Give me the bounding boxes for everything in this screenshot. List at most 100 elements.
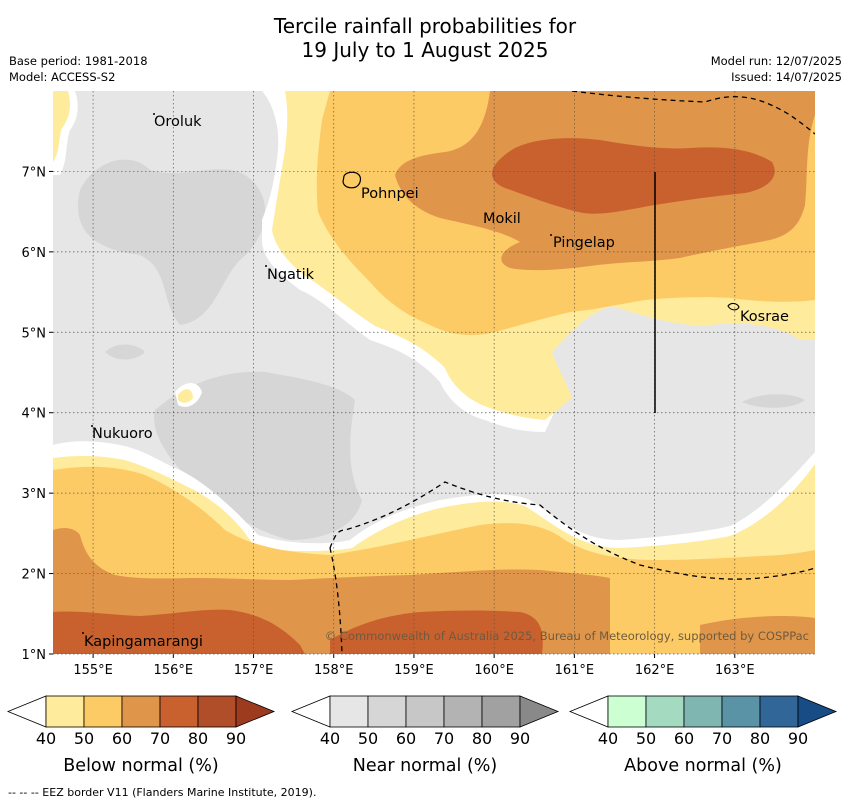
legend-above-normal: 40 50 60 70 80 90 Above normal (%) xyxy=(568,695,838,776)
legend-tick-label: 80 xyxy=(188,729,208,748)
legend-near-normal: 40 50 60 70 80 90 Near normal (%) xyxy=(290,695,560,776)
below-normal-80-patch-south xyxy=(330,610,543,654)
legend-swatch xyxy=(721,695,761,728)
legend-tick-label: 50 xyxy=(636,729,656,748)
eez-border-southwest xyxy=(329,547,343,654)
near-normal-60-patch-central xyxy=(154,371,362,540)
eez-borders xyxy=(329,91,815,654)
legend-tick-label: 50 xyxy=(358,729,378,748)
legend-swatch xyxy=(367,695,407,728)
lon-tick-label: 159°E xyxy=(394,663,434,678)
lon-tick-label: 155°E xyxy=(73,663,113,678)
legend-title: Near normal (%) xyxy=(353,756,498,776)
legend-tick-label: 50 xyxy=(74,729,94,748)
legend-swatch xyxy=(759,695,799,728)
ngatik-marker xyxy=(265,265,267,267)
latitude-tick-labels: 1°N 2°N 3°N 4°N 5°N 6°N 7°N xyxy=(22,165,47,663)
legend-extend-low xyxy=(6,695,47,728)
legend-swatch xyxy=(443,695,483,728)
chart-title-line2: 19 July to 1 August 2025 xyxy=(301,38,549,62)
lat-tick-label: 3°N xyxy=(22,487,47,502)
legend-tick-label: 90 xyxy=(788,729,808,748)
pohnpei-island xyxy=(342,171,362,189)
copyright-notice: © Commonwealth of Australia 2025, Bureau… xyxy=(325,629,809,643)
legend-tick-label: 40 xyxy=(598,729,618,748)
legend-below-normal: 40 50 60 70 80 90 Below normal (%) xyxy=(6,695,276,776)
place-label-pohnpei: Pohnpei xyxy=(361,186,419,202)
lon-tick-label: 162°E xyxy=(635,663,675,678)
lon-tick-label: 156°E xyxy=(154,663,194,678)
place-label-pingelap: Pingelap xyxy=(553,235,615,251)
legend-swatch xyxy=(121,695,161,728)
legend-swatch xyxy=(607,695,647,728)
kapingamarangi-marker xyxy=(82,632,84,634)
legend-swatch xyxy=(197,695,237,728)
legend-extend-high xyxy=(519,695,560,728)
lat-tick-label: 5°N xyxy=(22,326,47,341)
legend-swatch xyxy=(45,695,85,728)
below-normal-70-patch-southeast xyxy=(700,616,815,654)
model-name: Model: ACCESS-S2 xyxy=(9,70,116,84)
legend-swatch xyxy=(159,695,199,728)
below-normal-50-small-blob xyxy=(178,389,193,403)
eez-footnote: -- -- -- EEZ border V11 (Flanders Marine… xyxy=(8,786,317,799)
legend-tick-label: 70 xyxy=(434,729,454,748)
near-normal-60-patch-small xyxy=(105,344,145,360)
legend-tick-label: 60 xyxy=(396,729,416,748)
legend-swatch xyxy=(405,695,445,728)
legend-swatch xyxy=(481,695,521,728)
place-label-oroluk: Oroluk xyxy=(154,114,202,130)
legend-swatch xyxy=(645,695,685,728)
legend-swatch xyxy=(83,695,123,728)
place-label-nukuoro: Nukuoro xyxy=(92,426,153,442)
legend-tick-label: 70 xyxy=(712,729,732,748)
legend-tick-label: 90 xyxy=(226,729,246,748)
lat-tick-label: 6°N xyxy=(22,246,47,261)
place-label-kosrae: Kosrae xyxy=(740,309,789,325)
place-label-kapingamarangi: Kapingamarangi xyxy=(84,634,203,650)
chart-title-line1: Tercile rainfall probabilities for xyxy=(273,14,577,38)
place-label-ngatik: Ngatik xyxy=(267,267,315,283)
kosrae-island xyxy=(727,302,740,311)
below-normal-80-patch-southwest xyxy=(53,609,305,654)
lat-tick-label: 4°N xyxy=(22,407,47,422)
legend-extend-low xyxy=(568,695,609,728)
legend-extend-high xyxy=(235,695,276,728)
near-normal-60-patch-east xyxy=(742,394,805,408)
legend-tick-label: 60 xyxy=(674,729,694,748)
lon-tick-label: 163°E xyxy=(715,663,755,678)
below-normal-50-west-edge xyxy=(53,91,70,162)
legend-tick-label: 90 xyxy=(510,729,530,748)
legend-title: Below normal (%) xyxy=(63,756,218,776)
legend-extend-high xyxy=(797,695,838,728)
near-normal-60-patch-west xyxy=(78,159,266,325)
lon-tick-label: 161°E xyxy=(555,663,595,678)
model-run: Model run: 12/07/2025 xyxy=(710,54,842,68)
place-label-mokil: Mokil xyxy=(483,211,521,227)
probability-regions xyxy=(53,91,815,654)
legend-swatch xyxy=(329,695,369,728)
pingelap-marker xyxy=(550,234,552,236)
legend-extend-low xyxy=(290,695,331,728)
lat-tick-label: 7°N xyxy=(22,165,47,180)
legend-tick-label: 60 xyxy=(112,729,132,748)
base-period: Base period: 1981-2018 xyxy=(9,54,148,68)
legend-tick-label: 80 xyxy=(472,729,492,748)
nukuoro-marker xyxy=(91,425,93,427)
lat-tick-label: 1°N xyxy=(22,648,47,663)
lon-tick-label: 160°E xyxy=(474,663,514,678)
legend-title: Above normal (%) xyxy=(624,756,782,776)
below-normal-80-core-north xyxy=(492,138,775,214)
legend-tick-label: 70 xyxy=(150,729,170,748)
legend-tick-label: 40 xyxy=(36,729,56,748)
lat-tick-label: 2°N xyxy=(22,568,47,583)
lon-tick-label: 157°E xyxy=(234,663,274,678)
lon-tick-label: 158°E xyxy=(314,663,354,678)
legend-swatch xyxy=(683,695,723,728)
eez-border-south xyxy=(329,481,815,580)
longitude-tick-labels: 155°E 156°E 157°E 158°E 159°E 160°E 161°E 162°E… xyxy=(73,663,754,678)
legend-tick-label: 80 xyxy=(750,729,770,748)
oroluk-marker xyxy=(153,113,155,115)
